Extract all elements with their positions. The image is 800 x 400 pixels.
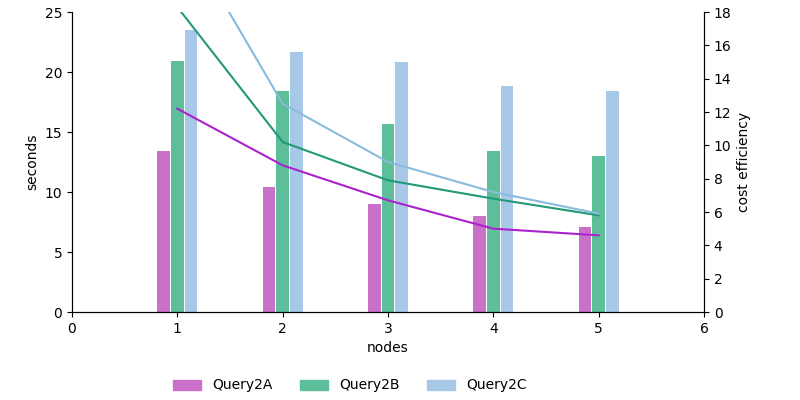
Bar (290, 52, 302, 312)
Bar (276, 91, 289, 312)
Bar (262, 187, 275, 312)
Bar (474, 216, 486, 312)
Bar (501, 86, 514, 312)
Bar (592, 156, 605, 312)
Y-axis label: seconds: seconds (25, 134, 39, 190)
Bar (606, 91, 618, 312)
Bar (395, 62, 408, 312)
Bar (487, 151, 500, 312)
Bar (171, 61, 184, 312)
Bar (368, 204, 381, 312)
Bar (185, 30, 198, 312)
Bar (382, 124, 394, 312)
Y-axis label: cost efficiency: cost efficiency (737, 112, 751, 212)
Bar (158, 151, 170, 312)
Bar (578, 227, 591, 312)
X-axis label: nodes: nodes (367, 341, 409, 355)
Legend: Query2A, Query2B, Query2C: Query2A, Query2B, Query2C (168, 373, 533, 398)
